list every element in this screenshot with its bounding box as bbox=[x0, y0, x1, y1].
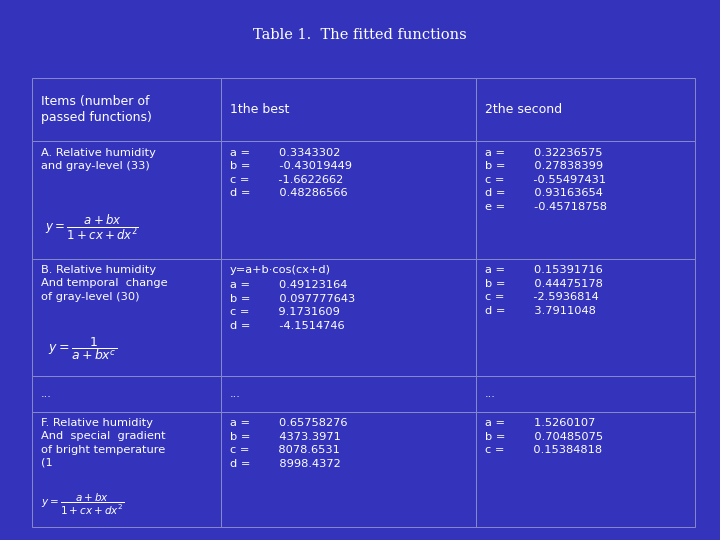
Bar bbox=[32, 141, 221, 259]
Bar bbox=[221, 259, 476, 376]
Text: ...: ... bbox=[485, 389, 496, 399]
Bar bbox=[221, 78, 476, 141]
Text: 1the best: 1the best bbox=[230, 103, 289, 116]
Text: A. Relative humidity
and gray-level (33): A. Relative humidity and gray-level (33) bbox=[41, 147, 156, 171]
Text: $y = \dfrac{a + bx}{1 + cx + dx^2}$: $y = \dfrac{a + bx}{1 + cx + dx^2}$ bbox=[41, 492, 125, 517]
Bar bbox=[32, 259, 221, 376]
Text: B. Relative humidity
And temporal  change
of gray-level (30): B. Relative humidity And temporal change… bbox=[41, 265, 168, 301]
Text: y=a+b·cos(cx+d): y=a+b·cos(cx+d) bbox=[230, 265, 330, 275]
Bar bbox=[476, 411, 695, 526]
Text: a =        0.32236575
b =        0.27838399
c =        -0.55497431
d =        0.: a = 0.32236575 b = 0.27838399 c = -0.554… bbox=[485, 147, 607, 212]
Text: $y = \dfrac{1}{a + bx^c}$: $y = \dfrac{1}{a + bx^c}$ bbox=[48, 335, 117, 362]
Text: F. Relative humidity
And  special  gradient
of bright temperature
(1: F. Relative humidity And special gradien… bbox=[41, 418, 166, 468]
Text: ...: ... bbox=[230, 389, 240, 399]
Text: a =        1.5260107
b =        0.70485075
c =        0.15384818: a = 1.5260107 b = 0.70485075 c = 0.15384… bbox=[485, 418, 603, 455]
Bar bbox=[221, 411, 476, 526]
Text: Table 1.  The fitted functions: Table 1. The fitted functions bbox=[253, 28, 467, 42]
Bar bbox=[476, 78, 695, 141]
Text: 2the second: 2the second bbox=[485, 103, 562, 116]
Text: a =        0.15391716
b =        0.44475178
c =        -2.5936814
d =        3.7: a = 0.15391716 b = 0.44475178 c = -2.593… bbox=[485, 265, 603, 316]
Text: Items (number of
passed functions): Items (number of passed functions) bbox=[41, 95, 152, 125]
Bar bbox=[32, 376, 221, 411]
Text: a =        0.3343302
b =        -0.43019449
c =        -1.6622662
d =        0.4: a = 0.3343302 b = -0.43019449 c = -1.662… bbox=[230, 147, 352, 198]
Bar bbox=[476, 259, 695, 376]
Bar bbox=[32, 411, 221, 526]
Bar bbox=[221, 141, 476, 259]
Text: a =        0.65758276
b =        4373.3971
c =        8078.6531
d =        8998.: a = 0.65758276 b = 4373.3971 c = 8078.65… bbox=[230, 418, 347, 469]
Bar bbox=[221, 376, 476, 411]
Text: ...: ... bbox=[41, 389, 52, 399]
Text: $y = \dfrac{a + bx}{1 + cx + dx^2}$: $y = \dfrac{a + bx}{1 + cx + dx^2}$ bbox=[45, 213, 139, 242]
Bar bbox=[32, 78, 221, 141]
Text: a =        0.49123164
b =        0.097777643
c =        9.1731609
d =        -4.: a = 0.49123164 b = 0.097777643 c = 9.173… bbox=[230, 280, 355, 331]
Bar bbox=[476, 141, 695, 259]
Bar bbox=[476, 376, 695, 411]
